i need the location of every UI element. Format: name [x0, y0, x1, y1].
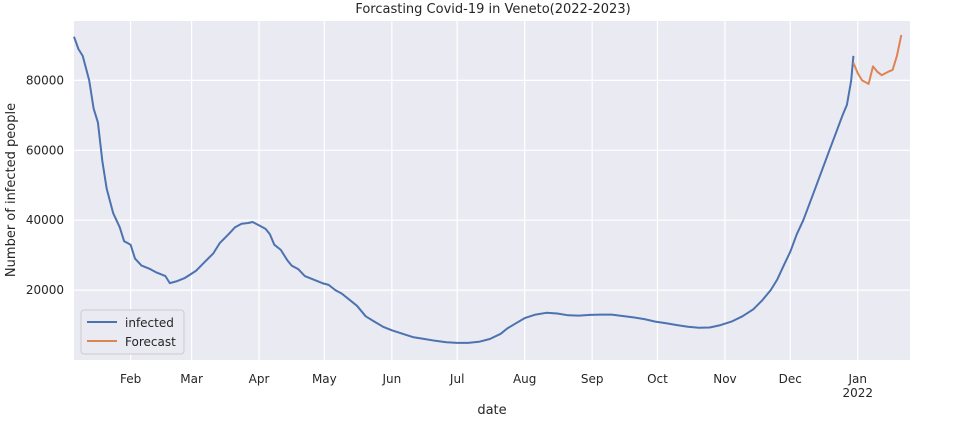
y-axis-label: Number of infected people — [4, 103, 19, 277]
x-tick-label: Jun — [381, 372, 401, 386]
y-tick-label: 60000 — [26, 143, 64, 157]
series-line-infected — [73, 36, 855, 344]
legend-label-forecast: Forecast — [125, 335, 176, 349]
x-tick-label: Apr — [249, 372, 270, 386]
x-tick-label: Sep — [581, 372, 604, 386]
chart-title: Forcasting Covid-19 in Veneto(2022-2023) — [355, 2, 630, 17]
y-tick-label: 40000 — [26, 213, 64, 227]
x-tick-label: May — [312, 372, 337, 386]
plot-area — [74, 21, 910, 360]
x-tick-label: Aug — [513, 372, 536, 386]
x-tick-sublabel: 2022 — [842, 386, 873, 400]
y-tick-label: 20000 — [26, 283, 64, 297]
x-axis-label: date — [477, 403, 506, 418]
x-tick-label: Nov — [713, 372, 736, 386]
x-tick-label: Dec — [779, 372, 802, 386]
y-tick-labels: 20000 40000 60000 80000 — [26, 73, 64, 297]
series-line-forecast — [852, 34, 903, 85]
legend: infected Forecast — [80, 309, 185, 355]
series-lines — [73, 34, 903, 344]
x-tick-label: Jan — [848, 372, 868, 386]
x-tick-label: Feb — [120, 372, 141, 386]
x-tick-label: Jul — [449, 372, 464, 386]
y-tick-label: 80000 — [26, 73, 64, 87]
x-tick-label: Oct — [647, 372, 668, 386]
x-tick-label: Mar — [180, 372, 203, 386]
gridlines — [74, 21, 910, 360]
legend-label-infected: infected — [125, 316, 174, 330]
